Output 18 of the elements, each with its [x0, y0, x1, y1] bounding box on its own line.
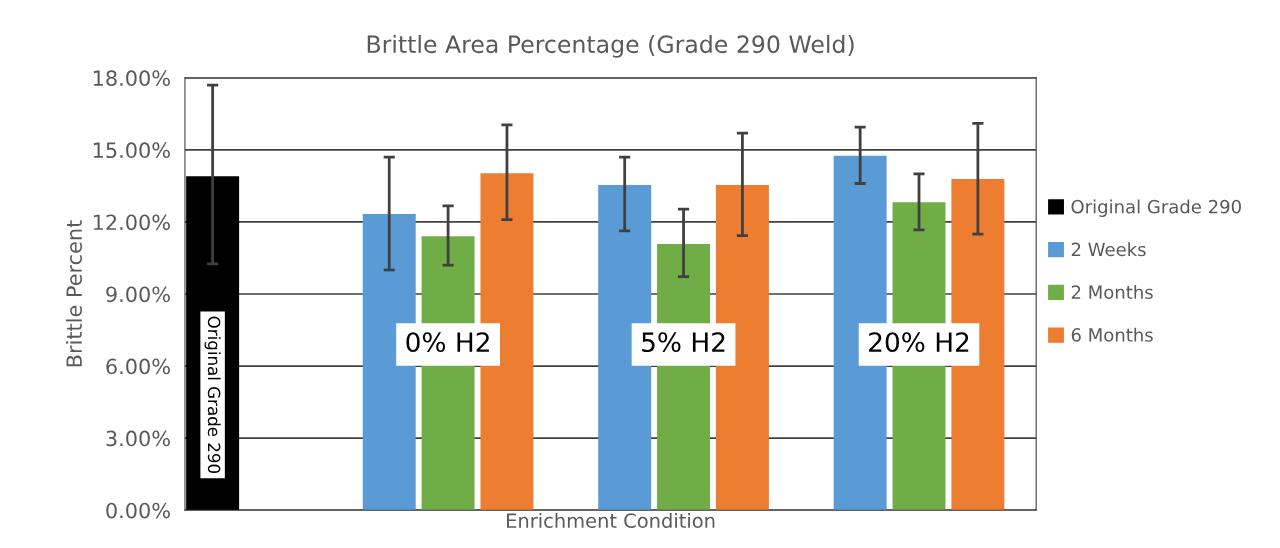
legend-label: 2 Weeks — [1071, 242, 1146, 257]
x-tick-label: 0% H2 — [406, 332, 489, 353]
chart-title: Brittle Area Percentage (Grade 290 Weld) — [367, 34, 854, 58]
y-tick-label: 15.00% — [93, 142, 170, 159]
legend-label: 6 Months — [1071, 327, 1153, 342]
y-axis-title: Brittle Percent — [65, 220, 83, 367]
x-tick-label: 5% H2 — [642, 332, 725, 353]
y-tick-label: 0.00% — [106, 502, 170, 519]
y-tick-label: 3.00% — [106, 430, 170, 447]
x-tick-label: Original Grade 290 — [204, 316, 221, 473]
y-tick-label: 18.00% — [93, 70, 170, 87]
y-tick-label: 9.00% — [106, 286, 170, 303]
x-axis-title: Enrichment Condition — [507, 512, 715, 529]
legend-label: Original Grade 290 — [1071, 199, 1241, 217]
legend-label: 2 Months — [1071, 285, 1153, 299]
y-tick-label: 6.00% — [106, 358, 170, 375]
x-tick-label: 20% H2 — [869, 332, 969, 353]
y-tick-label: 12.00% — [93, 214, 170, 231]
